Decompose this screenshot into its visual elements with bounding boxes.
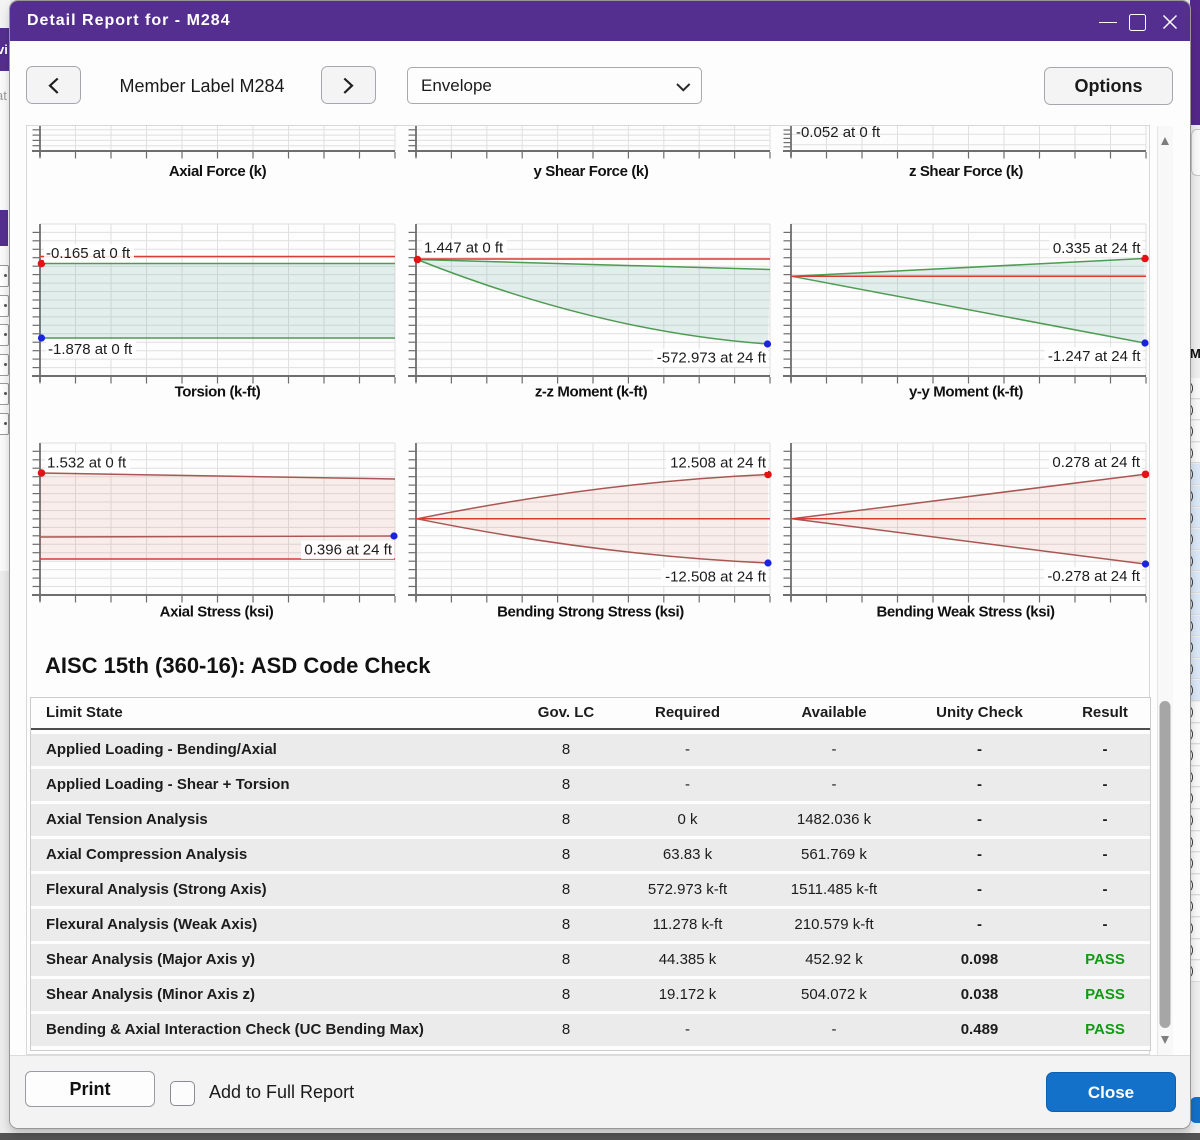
svg-text:-1.878 at 0 ft: -1.878 at 0 ft	[48, 341, 133, 358]
svg-text:0.335 at 24 ft: 0.335 at 24 ft	[1053, 240, 1141, 257]
svg-text:-572.973 at 24 ft: -572.973 at 24 ft	[657, 350, 767, 367]
svg-text:-12.508 at 24 ft: -12.508 at 24 ft	[665, 569, 767, 586]
svg-text:Axial Stress (ksi): Axial Stress (ksi)	[160, 604, 274, 621]
svg-text:-1.247 at 24 ft: -1.247 at 24 ft	[1048, 348, 1141, 365]
svg-text:-0.052 at 0 ft: -0.052 at 0 ft	[796, 126, 881, 141]
svg-text:Bending Strong Stress (ksi): Bending Strong Stress (ksi)	[497, 604, 684, 621]
svg-text:z-z Moment (k-ft): z-z Moment (k-ft)	[535, 384, 648, 401]
svg-text:-0.165 at 0 ft: -0.165 at 0 ft	[46, 245, 131, 262]
svg-text:Torsion (k-ft): Torsion (k-ft)	[175, 384, 261, 401]
svg-text:Bending Weak Stress (ksi): Bending Weak Stress (ksi)	[876, 604, 1055, 621]
svg-text:0.396 at 24 ft: 0.396 at 24 ft	[304, 542, 392, 559]
svg-text:y-y Moment (k-ft): y-y Moment (k-ft)	[909, 384, 1023, 401]
svg-text:Axial Force (k): Axial Force (k)	[169, 163, 267, 180]
svg-text:y Shear Force (k): y Shear Force (k)	[534, 163, 649, 180]
svg-text:-0.278 at 24 ft: -0.278 at 24 ft	[1047, 568, 1140, 585]
svg-text:1.532 at 0 ft: 1.532 at 0 ft	[47, 455, 127, 472]
svg-text:12.508 at 24 ft: 12.508 at 24 ft	[670, 455, 767, 472]
svg-text:z Shear Force (k): z Shear Force (k)	[909, 163, 1023, 180]
svg-text:1.447 at 0 ft: 1.447 at 0 ft	[424, 240, 504, 257]
svg-text:0.278 at 24 ft: 0.278 at 24 ft	[1052, 454, 1140, 471]
